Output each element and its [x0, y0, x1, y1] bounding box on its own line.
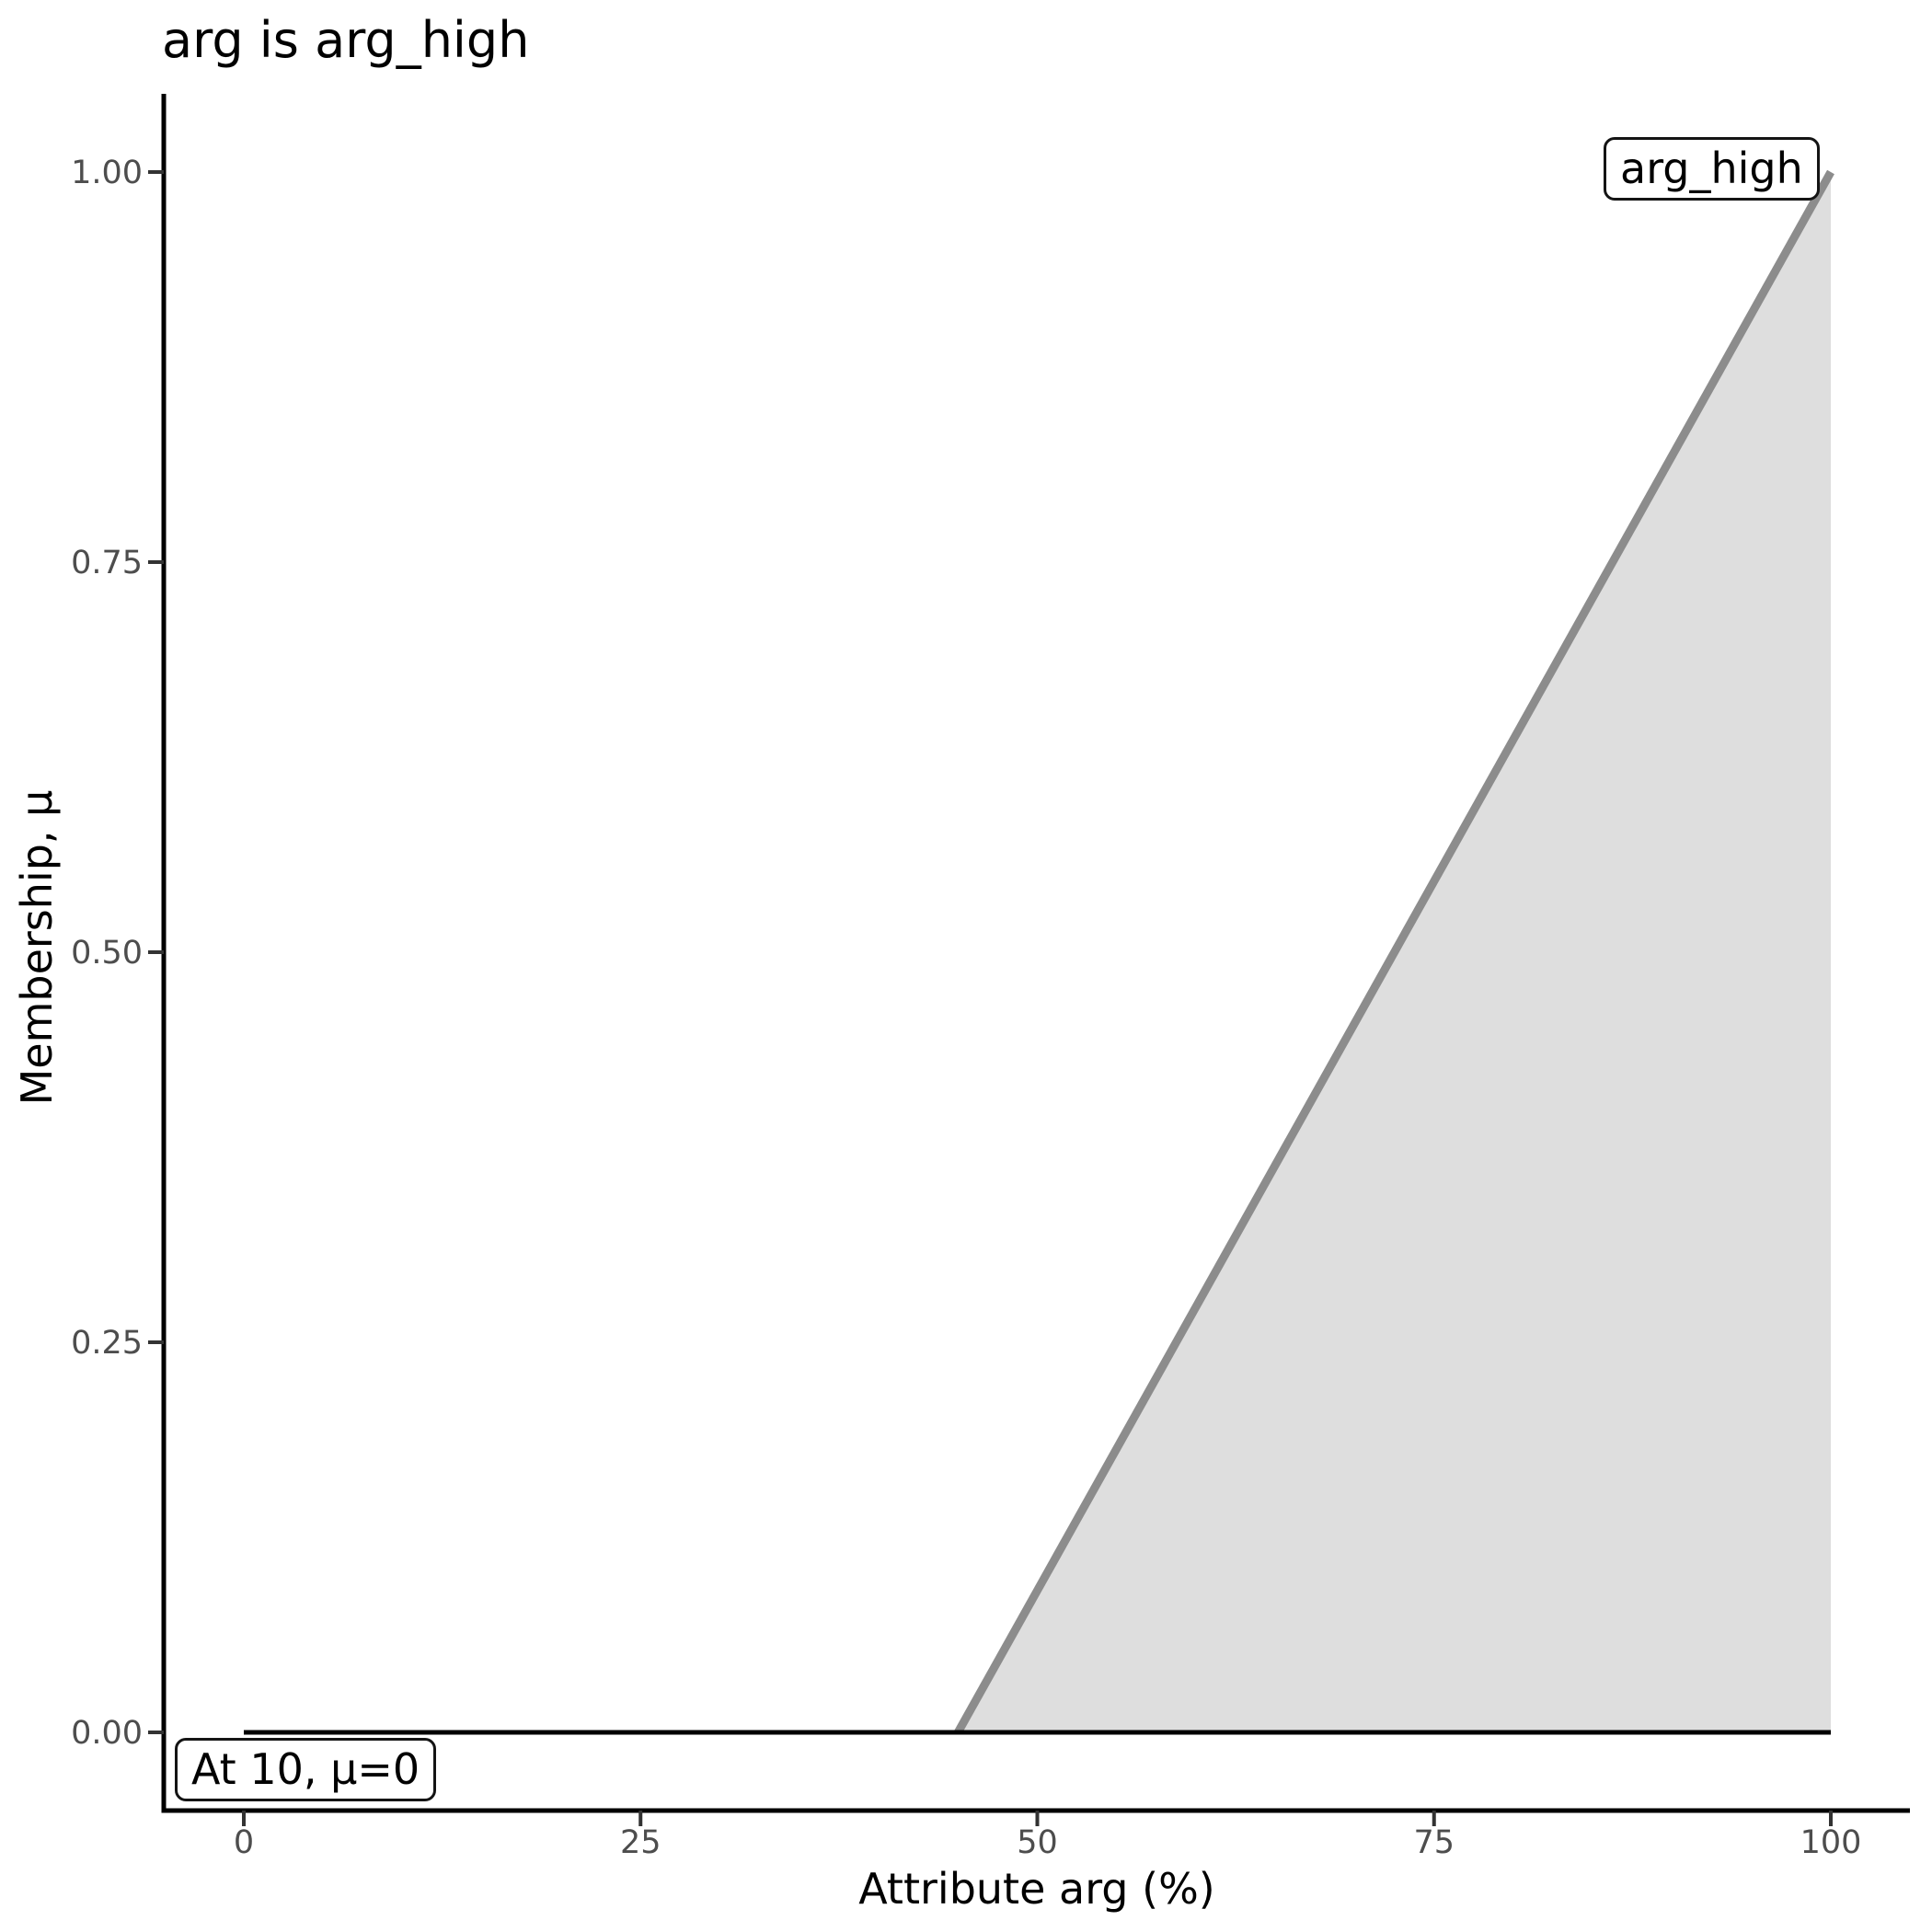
x-tick-label: 50: [1017, 1824, 1058, 1861]
y-tick-label: 0.00: [71, 1715, 143, 1752]
annotation-arg-high-label: arg_high: [1604, 137, 1820, 201]
chart-title: arg is arg_high: [162, 11, 530, 69]
x-axis-title: Attribute arg (%): [858, 1864, 1215, 1914]
y-axis-title: Membership, μ: [12, 789, 62, 1106]
y-tick-label: 1.00: [71, 155, 143, 191]
y-tick-label: 0.50: [71, 935, 143, 972]
y-tick-label: 0.25: [71, 1325, 143, 1362]
x-tick-label: 0: [234, 1824, 254, 1861]
y-tick-label: 0.75: [71, 545, 143, 581]
x-tick-label: 25: [620, 1824, 661, 1861]
annotation-evaluation-label: At 10, μ=0: [175, 1738, 437, 1801]
membership-line-arg-high: [954, 169, 1834, 1735]
x-tick-label: 100: [1800, 1824, 1862, 1861]
x-tick-label: 75: [1413, 1824, 1455, 1861]
